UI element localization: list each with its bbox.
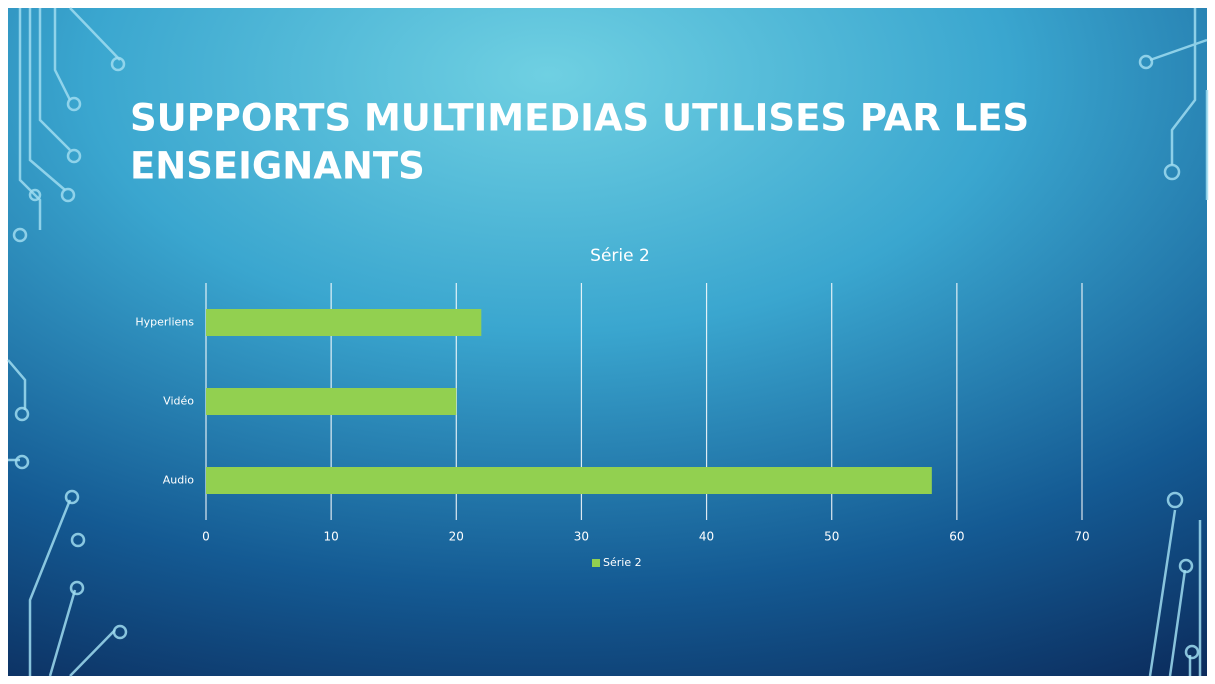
chart: 0 10 20 30 40 50 60 70 Audio Vidéo Hyperliens Série…	[135, 283, 1090, 569]
legend-swatch	[592, 559, 600, 567]
chart-title: Série 2	[590, 246, 650, 266]
y-tick-label: Audio	[163, 474, 195, 487]
x-tick-label: 60	[949, 530, 964, 544]
legend-label: Série 2	[603, 556, 642, 569]
bar	[206, 309, 482, 336]
slide-background	[8, 8, 1207, 676]
y-tick-label: Vidéo	[163, 395, 194, 408]
x-tick-label: 20	[449, 530, 464, 544]
y-tick-label: Hyperliens	[135, 316, 194, 329]
x-tick-label: 30	[574, 530, 589, 544]
x-tick-label: 0	[202, 530, 210, 544]
x-tick-label: 40	[699, 530, 714, 544]
x-tick-label: 50	[824, 530, 839, 544]
bar	[206, 467, 932, 494]
x-tick-label: 70	[1074, 530, 1089, 544]
bar	[206, 388, 457, 415]
circuit-decoration	[7, 7, 1209, 677]
x-tick-label: 10	[324, 530, 339, 544]
slide-title: ENSEIGNANTS	[130, 145, 425, 188]
slide-title: SUPPORTS MULTIMEDIAS UTILISES PAR LES	[130, 97, 1029, 140]
